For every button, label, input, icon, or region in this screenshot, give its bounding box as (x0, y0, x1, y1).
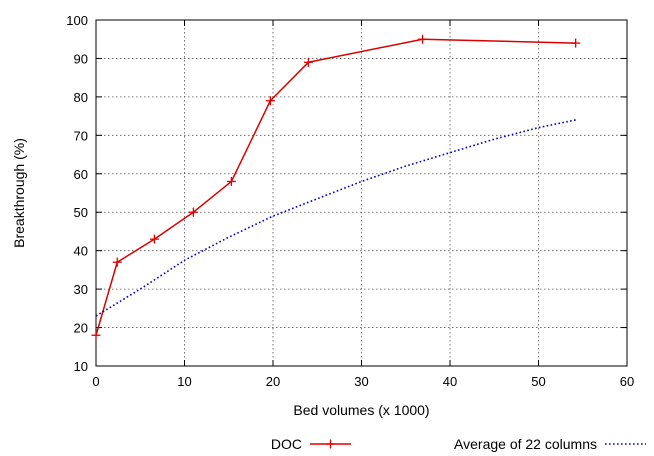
y-tick-label: 60 (74, 167, 88, 182)
legend-label-1: DOC (271, 436, 302, 452)
y-tick-label: 50 (74, 205, 88, 220)
x-tick-label: 60 (620, 374, 634, 389)
axis-labels: Bed volumes (x 1000) Breakthrough (%) (11, 138, 430, 418)
y-axis-label: Breakthrough (%) (11, 138, 27, 248)
x-axis-label: Bed volumes (x 1000) (293, 402, 429, 418)
grid (96, 20, 627, 366)
series-1-point (418, 34, 428, 44)
series-1-point (91, 330, 101, 340)
y-tick-label: 20 (74, 321, 88, 336)
y-tick-label: 90 (74, 51, 88, 66)
axes: 0 10 20 30 40 50 60 10 20 30 40 50 60 70 80 90 100 (66, 13, 634, 389)
y-tick-label: 30 (74, 282, 88, 297)
series-1-point (303, 57, 313, 67)
y-tick-label: 10 (74, 359, 88, 374)
legend: DOC Average of 22 columns (271, 436, 646, 452)
y-tick-label: 80 (74, 90, 88, 105)
x-tick-label: 40 (443, 374, 457, 389)
series-1-point (112, 257, 122, 267)
y-tick-label: 100 (66, 13, 88, 28)
y-tick-label: 70 (74, 128, 88, 143)
series-1-point (571, 38, 581, 48)
x-tick-label: 0 (92, 374, 99, 389)
x-tick-label: 20 (266, 374, 280, 389)
series-1-point (188, 207, 198, 217)
series-layer (91, 34, 581, 340)
series-1-point (226, 176, 236, 186)
series-1-point (265, 96, 275, 106)
legend-label-2: Average of 22 columns (454, 436, 597, 452)
y-tick-label: 40 (74, 244, 88, 259)
legend-marker-1 (326, 439, 335, 449)
x-tick-label: 30 (354, 374, 368, 389)
series-line-1 (95, 38, 576, 336)
series-1-point (149, 234, 159, 244)
x-tick-label: 50 (531, 374, 545, 389)
x-tick-label: 10 (177, 374, 191, 389)
series-line-2 (95, 119, 576, 317)
